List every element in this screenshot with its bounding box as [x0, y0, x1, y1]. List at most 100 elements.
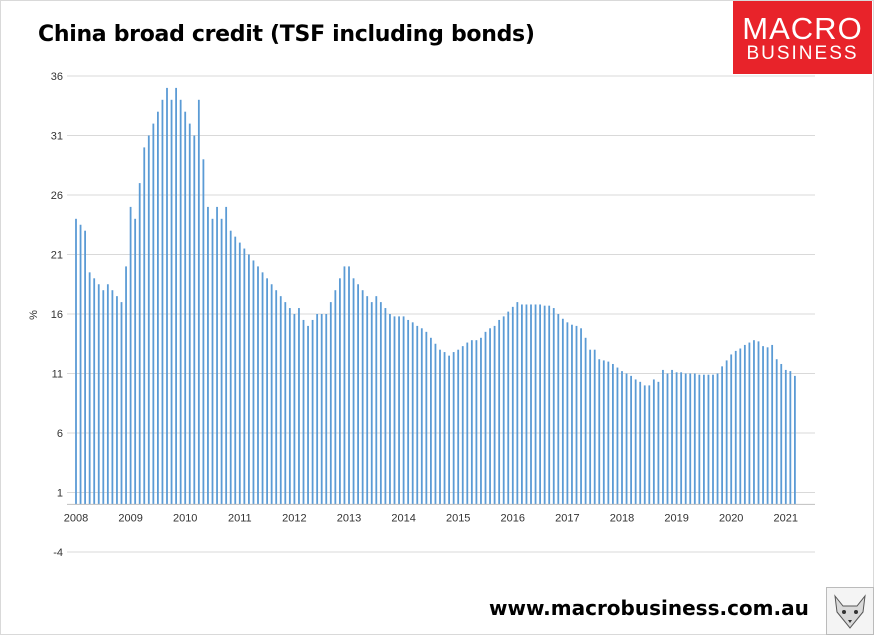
bar — [439, 349, 441, 505]
bar — [134, 218, 137, 505]
bar — [329, 302, 332, 505]
bar — [111, 290, 114, 505]
bar — [634, 379, 637, 505]
bar — [662, 369, 664, 505]
y-axis-label: % — [28, 310, 40, 320]
y-tick-label: 21 — [51, 250, 63, 262]
bar — [643, 385, 646, 505]
fox-mascot-icon — [826, 587, 874, 635]
bar — [507, 311, 510, 505]
bar — [607, 361, 610, 505]
bar — [316, 314, 319, 505]
bar — [639, 381, 642, 505]
bar — [548, 305, 551, 505]
chart-title: China broad credit (TSF including bonds) — [38, 22, 535, 47]
bar — [102, 290, 105, 505]
x-tick-label: 2019 — [664, 512, 688, 524]
bar — [293, 314, 296, 505]
bar — [366, 296, 369, 505]
y-tick-label: 36 — [51, 71, 63, 83]
logo-line-2: BUSINESS — [746, 43, 859, 64]
bar — [161, 99, 164, 505]
x-tick-label: 2020 — [719, 512, 743, 524]
bar — [88, 272, 91, 505]
bar — [257, 266, 259, 505]
x-tick-label: 2018 — [610, 512, 634, 524]
bar — [684, 373, 687, 505]
bar — [270, 284, 273, 505]
bar — [243, 248, 246, 505]
bar — [616, 367, 619, 505]
bar — [571, 324, 573, 505]
bar — [511, 306, 514, 505]
bar — [279, 296, 282, 505]
bar — [753, 340, 755, 505]
bar — [630, 375, 632, 505]
x-tick-label: 2017 — [555, 512, 579, 524]
bar — [721, 366, 723, 505]
bar — [593, 349, 596, 505]
bar — [166, 87, 168, 505]
bar — [116, 296, 118, 505]
website-url: www.macrobusiness.com.au — [489, 596, 809, 620]
bar — [320, 314, 323, 505]
bar — [407, 319, 410, 505]
bar — [480, 337, 482, 505]
bar — [220, 218, 223, 505]
bar — [229, 230, 232, 505]
bar — [398, 316, 400, 505]
bar — [561, 318, 564, 505]
bar — [789, 371, 792, 505]
bar — [129, 206, 132, 505]
bar — [420, 328, 423, 505]
bar — [188, 123, 191, 505]
x-tick-label: 2016 — [501, 512, 525, 524]
bar — [211, 218, 214, 505]
bar — [339, 278, 341, 505]
bar — [143, 147, 146, 505]
y-axis-ticks: 36 31 26 21 16 11 6 1 -4 — [51, 71, 63, 559]
y-tick-label: 31 — [51, 131, 63, 143]
bar — [698, 374, 701, 505]
y-tick-label: 16 — [51, 309, 63, 321]
bar — [502, 316, 505, 505]
bar-series — [75, 87, 796, 505]
bar — [498, 319, 501, 505]
bar — [298, 308, 300, 505]
bar — [771, 344, 774, 505]
x-tick-label: 2014 — [391, 512, 415, 524]
bar — [452, 352, 455, 505]
bar — [393, 316, 396, 505]
bar — [375, 296, 378, 505]
bar — [307, 325, 309, 505]
bar — [521, 304, 523, 505]
bar — [584, 337, 587, 505]
bar — [675, 372, 678, 505]
x-tick-label: 2021 — [774, 512, 798, 524]
bar — [348, 266, 350, 505]
bar — [716, 373, 719, 505]
bar — [170, 99, 173, 505]
y-tick-label: 26 — [51, 190, 63, 202]
x-tick-label: 2009 — [118, 512, 142, 524]
bar — [152, 123, 155, 505]
bar — [525, 304, 528, 505]
bar — [707, 374, 710, 505]
bar — [184, 111, 187, 505]
bar — [621, 371, 623, 505]
bar — [202, 159, 205, 505]
bar — [370, 302, 373, 505]
y-tick-label: -4 — [53, 547, 63, 559]
bar — [748, 342, 751, 505]
x-tick-label: 2010 — [173, 512, 197, 524]
bar — [179, 99, 182, 505]
bar — [284, 302, 287, 505]
bar — [266, 278, 268, 505]
bar — [234, 236, 237, 505]
x-tick-label: 2011 — [228, 512, 252, 524]
bar — [402, 316, 405, 505]
bar — [175, 87, 177, 505]
x-tick-label: 2015 — [446, 512, 470, 524]
bar — [689, 373, 692, 505]
bar — [120, 302, 123, 505]
